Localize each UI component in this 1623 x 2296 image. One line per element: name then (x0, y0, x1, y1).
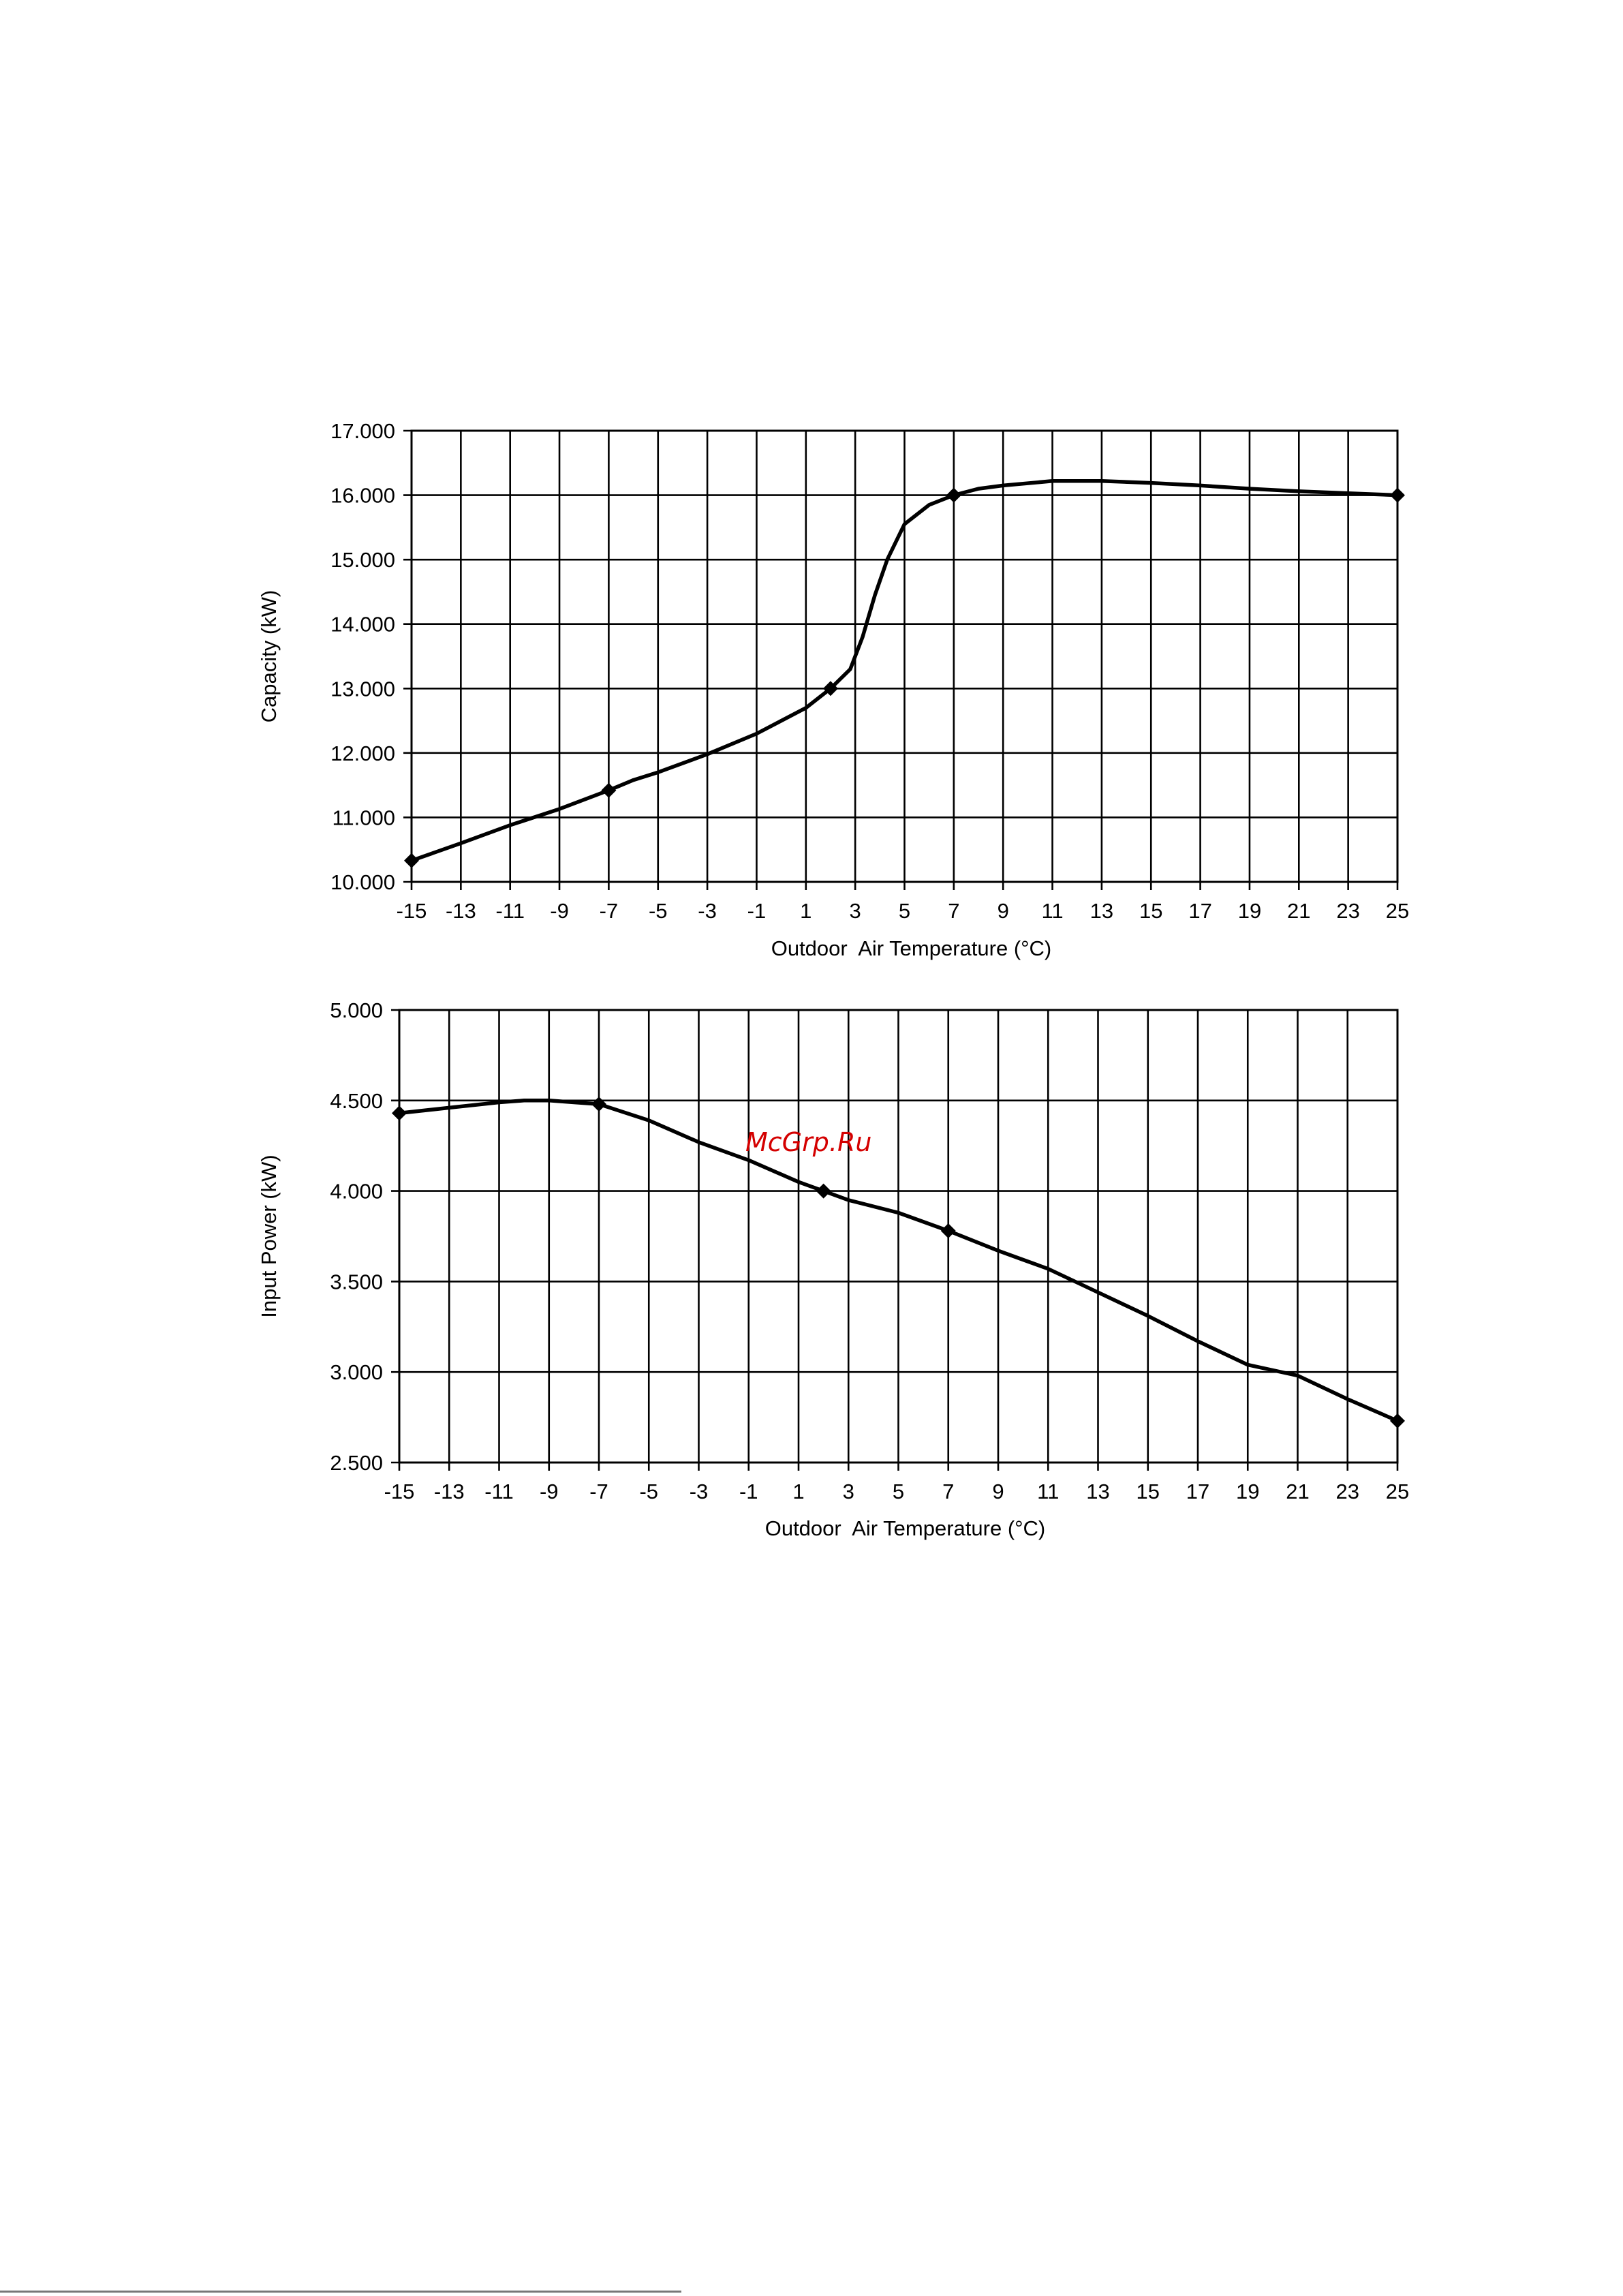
input-power-y-axis-title: Input Power (kW) (257, 1154, 281, 1317)
input-power-y-tick-label: 2.500 (330, 1451, 383, 1475)
input-power-x-tick-label: 17 (1186, 1480, 1209, 1503)
input-power-x-tick-label: 7 (942, 1480, 954, 1503)
capacity-x-tick-label: -11 (495, 899, 525, 923)
capacity-data-point-marker (601, 782, 617, 798)
capacity-x-tick-label: 19 (1238, 899, 1261, 923)
capacity-x-axis-title: Outdoor Air Temperature (°C) (771, 936, 1052, 960)
input-power-x-tick-label: 13 (1086, 1480, 1109, 1503)
input-power-x-tick-label: -5 (639, 1480, 658, 1503)
capacity-y-tick-label: 13.000 (330, 677, 395, 701)
input-power-data-point-marker (1390, 1413, 1405, 1428)
capacity-data-point-marker (404, 853, 419, 868)
capacity-x-tick-label: -13 (446, 899, 476, 923)
input-power-x-tick-label: 11 (1037, 1480, 1059, 1503)
capacity-x-tick-label: 13 (1090, 899, 1113, 923)
capacity-y-tick-label: 11.000 (332, 806, 395, 829)
input-power-x-tick-label: 5 (893, 1480, 904, 1503)
capacity-x-tick-label: 7 (948, 899, 959, 923)
input-power-x-tick-label: -1 (739, 1480, 758, 1503)
input-power-x-tick-label: 3 (843, 1480, 854, 1503)
capacity-data-point-marker (1390, 487, 1405, 503)
input-power-x-tick-label: 23 (1336, 1480, 1359, 1503)
capacity-x-tick-label: -15 (397, 899, 427, 923)
input-power-x-tick-label: 9 (992, 1480, 1004, 1503)
capacity-series-line (409, 479, 1400, 863)
capacity-x-tick-label: 1 (800, 899, 812, 923)
capacity-chart: 10.000 11.000 12.000 13.000 14.000 15.000 16.0… (257, 419, 1409, 960)
footer-rule (0, 2291, 681, 2293)
capacity-x-tick-label: 21 (1287, 899, 1310, 923)
capacity-y-tick-label: 12.000 (330, 741, 395, 765)
capacity-x-tick-label: 15 (1139, 899, 1162, 923)
capacity-x-tick-label: 11 (1041, 899, 1063, 923)
input-power-x-axis-title: Outdoor Air Temperature (°C) (765, 1516, 1046, 1540)
capacity-x-tick-label: 17 (1188, 899, 1211, 923)
capacity-data-point-marker (946, 487, 961, 503)
input-power-y-tick-label: 3.000 (330, 1360, 383, 1384)
input-power-data-point-marker (392, 1105, 407, 1121)
capacity-x-tick-label: -1 (747, 899, 767, 923)
capacity-y-tick-label: 16.000 (330, 484, 395, 508)
input-power-plot-frame (398, 1009, 1399, 1464)
capacity-y-axis-title: Capacity (kW) (257, 590, 281, 723)
input-power-x-tick-label: -3 (690, 1480, 709, 1503)
input-power-data-point-marker (940, 1223, 956, 1239)
watermark-text: McGrp.Ru (745, 1127, 872, 1157)
input-power-x-tick-label: -13 (434, 1480, 465, 1503)
capacity-x-tick-label: -5 (649, 899, 668, 923)
input-power-grid (391, 1009, 1399, 1471)
capacity-x-tick-label: 23 (1336, 899, 1359, 923)
input-power-y-tick-label: 5.000 (330, 998, 383, 1022)
capacity-x-tick-label: -3 (698, 899, 717, 923)
input-power-y-tick-label: 4.500 (330, 1089, 383, 1113)
input-power-data-point-marker (591, 1097, 606, 1112)
input-power-x-tick-label: 21 (1286, 1480, 1309, 1503)
input-power-y-tick-label: 4.000 (330, 1180, 383, 1204)
input-power-x-tick-label: -11 (484, 1480, 514, 1503)
capacity-x-tick-label: -7 (600, 899, 619, 923)
capacity-x-tick-label: 9 (998, 899, 1009, 923)
capacity-x-tick-label: 3 (850, 899, 861, 923)
input-power-x-tick-label: 15 (1137, 1480, 1160, 1503)
capacity-x-tick-label: 5 (899, 899, 910, 923)
capacity-data-point-marker (822, 681, 838, 697)
input-power-x-tick-label: 19 (1236, 1480, 1259, 1503)
input-power-x-tick-label: -7 (589, 1480, 608, 1503)
capacity-grid (403, 429, 1399, 890)
capacity-y-tick-label: 17.000 (330, 419, 395, 443)
input-power-x-tick-label: -15 (384, 1480, 415, 1503)
capacity-y-tick-label: 10.000 (330, 870, 395, 894)
capacity-x-tick-label: -9 (550, 899, 569, 923)
input-power-series-line (397, 1099, 1400, 1423)
input-power-data-point-marker (816, 1183, 831, 1199)
capacity-y-tick-label: 14.000 (330, 613, 395, 637)
input-power-x-tick-label: 25 (1386, 1480, 1409, 1503)
capacity-x-tick-label: 25 (1386, 899, 1409, 923)
capacity-y-tick-label: 15.000 (330, 548, 395, 572)
input-power-y-tick-label: 3.500 (330, 1270, 383, 1294)
capacity-plot-frame (410, 429, 1399, 883)
input-power-x-tick-label: 1 (792, 1480, 804, 1503)
input-power-x-tick-label: -9 (540, 1480, 559, 1503)
